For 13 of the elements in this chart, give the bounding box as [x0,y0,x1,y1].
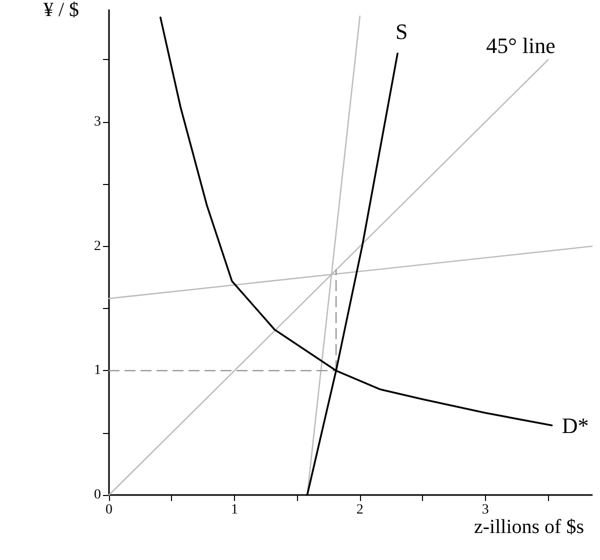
x-tick-label: 1 [230,502,238,518]
y-axis-title: ¥ / $ [43,0,79,21]
y-tick-label: 2 [94,238,101,254]
x-axis-title: z-illions of $s [474,516,584,538]
x-tick-label: 2 [356,502,364,518]
series-label: D* [562,412,589,438]
y-tick-label: 1 [94,363,101,378]
y-tick-label: 3 [94,114,101,130]
series-label: 45° line [486,33,556,58]
y-tick-label: 0 [94,488,101,502]
x-tick-label: 3 [482,502,489,518]
x-tick-label: 0 [106,502,112,518]
series-label: S [396,19,408,44]
